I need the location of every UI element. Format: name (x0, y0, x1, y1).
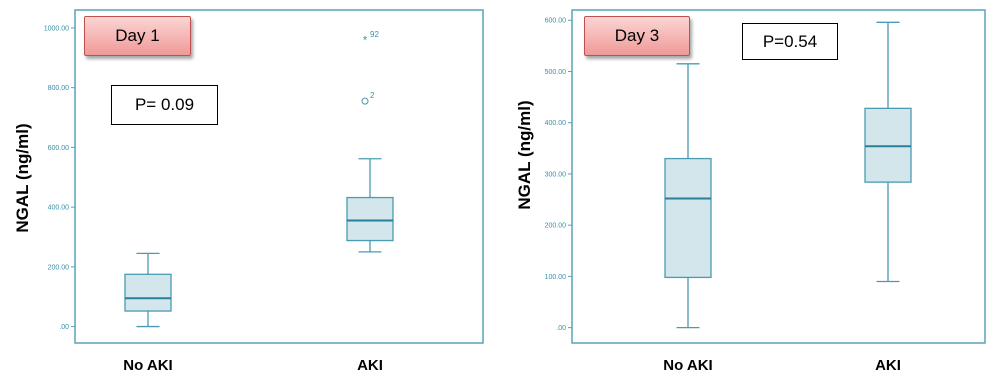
chart-panel-day3: .00 100.00 200.00 300.00 400.00 500.00 600.00 N… (500, 0, 987, 374)
box-no-aki (124, 252, 172, 328)
y-tick-label: 200.00 (48, 264, 70, 271)
outlier-label: 2 (370, 91, 375, 100)
day-badge: Day 3 (584, 16, 690, 56)
y-tick-label: 200.00 (545, 223, 567, 230)
y-tick-label: 300.00 (545, 171, 567, 178)
box-aki (346, 158, 394, 253)
outlier-label: 92 (370, 30, 379, 39)
y-tick-label: .00 (59, 324, 69, 331)
y-tick-label: 100.00 (545, 274, 567, 281)
y-tick-label: .00 (556, 325, 566, 332)
iqr-box (346, 196, 394, 242)
x-category-label: No AKI (663, 357, 712, 374)
iqr-box (124, 273, 172, 312)
chart-day3-svg: .00 100.00 200.00 300.00 400.00 500.00 600.00 N… (515, 9, 986, 374)
y-tick-label: 500.00 (545, 69, 567, 76)
chart-day1-svg: .00 200.00 400.00 600.00 800.00 1000.00 NGAL (… (13, 9, 484, 374)
y-tick-label: 800.00 (48, 85, 70, 92)
chart-panel-day1: .00 200.00 400.00 600.00 800.00 1000.00 NGAL (… (0, 0, 487, 374)
x-category-label: No AKI (123, 357, 172, 374)
x-category-label: AKI (875, 357, 901, 374)
y-axis-label: NGAL (ng/ml) (515, 100, 534, 209)
iqr-box (664, 157, 712, 279)
x-category-label: AKI (357, 357, 383, 374)
p-value-box: P= 0.09 (111, 85, 218, 125)
outlier-point (361, 97, 369, 105)
y-tick-label: 400.00 (545, 120, 567, 127)
plot-frame (74, 9, 484, 344)
y-tick-label: 600.00 (545, 18, 567, 25)
iqr-box (864, 107, 912, 183)
plot-frame (571, 9, 986, 344)
p-value-box: P=0.54 (742, 23, 838, 60)
box-aki (864, 21, 912, 283)
box-no-aki (664, 63, 712, 329)
y-tick-label: 1000.00 (44, 25, 69, 32)
y-axis-label: NGAL (ng/ml) (13, 123, 32, 232)
day-badge: Day 1 (84, 16, 191, 56)
outlier-point: * (363, 34, 368, 46)
y-tick-label: 600.00 (48, 145, 70, 152)
y-tick-label: 400.00 (48, 205, 70, 212)
